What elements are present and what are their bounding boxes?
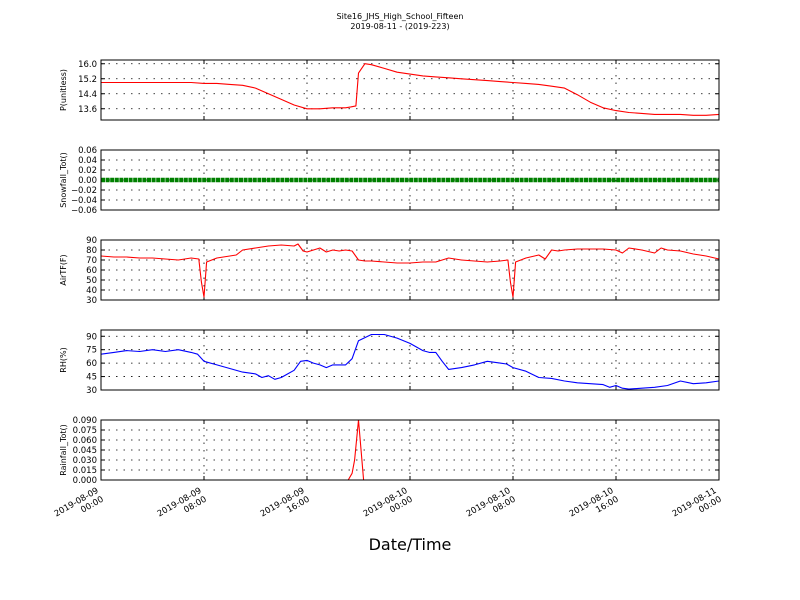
x-axis-label: Date/Time (369, 535, 452, 554)
y-tick-label: 40 (86, 286, 97, 296)
panels: 13.6 14.4 15.2 16.0 P(unitless) −0.06−0.04−0.… (53, 59, 724, 528)
y-tick-label: 0.090 (73, 416, 97, 426)
y-tick-label: 90 (86, 236, 97, 246)
y-tick-label: 14.4 (78, 90, 97, 100)
y-tick-label: 0.060 (73, 436, 97, 446)
plot-frame (100, 329, 720, 391)
y-tick-label: 0.075 (73, 426, 97, 436)
figure-title: Site16_JHS_High_School_Fifteen (337, 12, 464, 21)
y-axis-label: AirTF(F) (59, 254, 68, 285)
y-tick-label: 0.00 (78, 176, 97, 186)
y-tick-label: 90 (86, 332, 97, 342)
y-tick-label: 30 (86, 386, 97, 396)
plot-frame (100, 419, 720, 481)
figure-subtitle: 2019-08-11 - (2019-223) (350, 22, 449, 31)
plot-frame (100, 149, 720, 211)
x-tick-labels: 2019-08-0900:00 2019-08-0908:00 2019-08-09… (53, 486, 724, 528)
y-axis-label: Rainfall_Tot() (59, 424, 68, 476)
x-tick-label: 2019-08-1016:00 (568, 486, 621, 528)
y-tick-label: 0.015 (73, 466, 97, 476)
series-1-line (100, 333, 720, 390)
y-tick-label: 0.06 (78, 146, 97, 156)
chart-panel-1: 13.6 14.4 15.2 16.0 P(unitless) (59, 59, 720, 121)
y-tick-label: 50 (86, 276, 97, 286)
y-tick-label: 0.000 (73, 476, 97, 486)
y-axis-label: RH(%) (59, 347, 68, 372)
plot-frame (100, 59, 720, 121)
y-axis-label: Snowfall_Tot() (59, 152, 68, 208)
chart-panel-4: 30 45 60 75 90 RH(%) (59, 329, 720, 396)
series-1-line (100, 243, 720, 298)
y-tick-label: 75 (86, 346, 97, 356)
y-tick-label: 0.030 (73, 456, 97, 466)
y-tick-label: −0.02 (71, 186, 97, 196)
y-tick-label: 0.02 (78, 166, 97, 176)
y-tick-label: 0.04 (78, 156, 97, 166)
y-tick-label: 15.2 (78, 75, 97, 85)
x-tick-label: 2019-08-0900:00 (53, 486, 106, 528)
x-tick-label: 2019-08-0916:00 (259, 486, 312, 528)
y-tick-label: −0.04 (71, 196, 97, 206)
y-tick-label: 45 (86, 373, 97, 383)
y-tick-label: 30 (86, 296, 97, 306)
y-tick-label: 0.045 (73, 446, 97, 456)
y-tick-label: 60 (86, 359, 97, 369)
y-tick-label: 13.6 (78, 105, 97, 115)
y-tick-label: 16.0 (78, 60, 97, 70)
series-1-line (101, 63, 720, 116)
chart-panel-2: −0.06−0.04−0.020.000.020.040.06 Snowfall_… (59, 146, 720, 216)
plot-frame (100, 239, 720, 301)
x-tick-label: 2019-08-1000:00 (362, 486, 415, 528)
y-tick-label: 60 (86, 266, 97, 276)
y-tick-label: 80 (86, 246, 97, 256)
y-tick-label: 70 (86, 256, 97, 266)
x-tick-label: 2019-08-1100:00 (671, 486, 724, 528)
y-tick-label: −0.06 (71, 206, 97, 216)
y-axis-label: P(unitless) (59, 69, 68, 111)
x-tick-label: 2019-08-1008:00 (465, 486, 518, 528)
x-tick-label: 2019-08-0908:00 (156, 486, 209, 528)
